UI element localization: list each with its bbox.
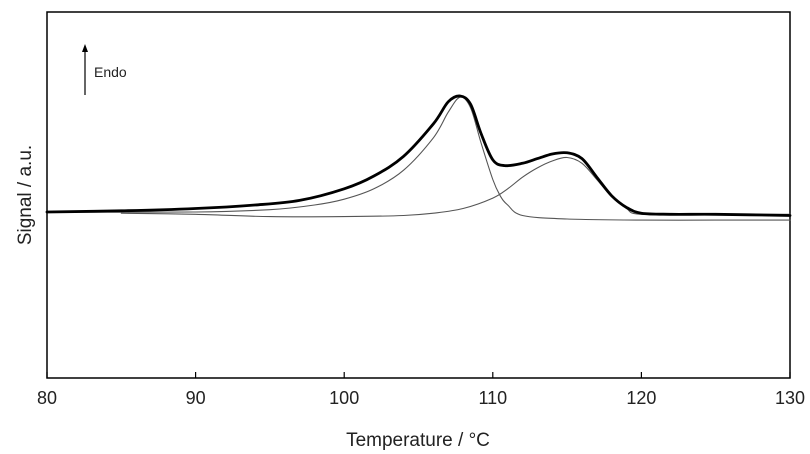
- endo-annotation: Endo: [82, 44, 127, 95]
- series-group: [45, 94, 792, 221]
- x-tick-label: 90: [186, 388, 206, 408]
- plot-frame: [46, 11, 791, 379]
- x-tick-label: 100: [329, 388, 359, 408]
- series-line-fit-1: [46, 96, 791, 221]
- x-axis-title: Temperature / °C: [346, 430, 490, 451]
- endo-label: Endo: [94, 64, 127, 80]
- x-tick-label: 130: [775, 388, 805, 408]
- endo-arrow-icon: [82, 44, 88, 52]
- series-line-measured: [45, 94, 792, 217]
- x-tick-label: 110: [478, 388, 507, 408]
- x-tick-label: 120: [626, 388, 656, 408]
- x-tick-label: 80: [37, 388, 57, 408]
- y-axis-title: Signal / a.u.: [15, 145, 36, 245]
- x-axis-ticks: 80 90 100 110 120 130: [37, 372, 805, 408]
